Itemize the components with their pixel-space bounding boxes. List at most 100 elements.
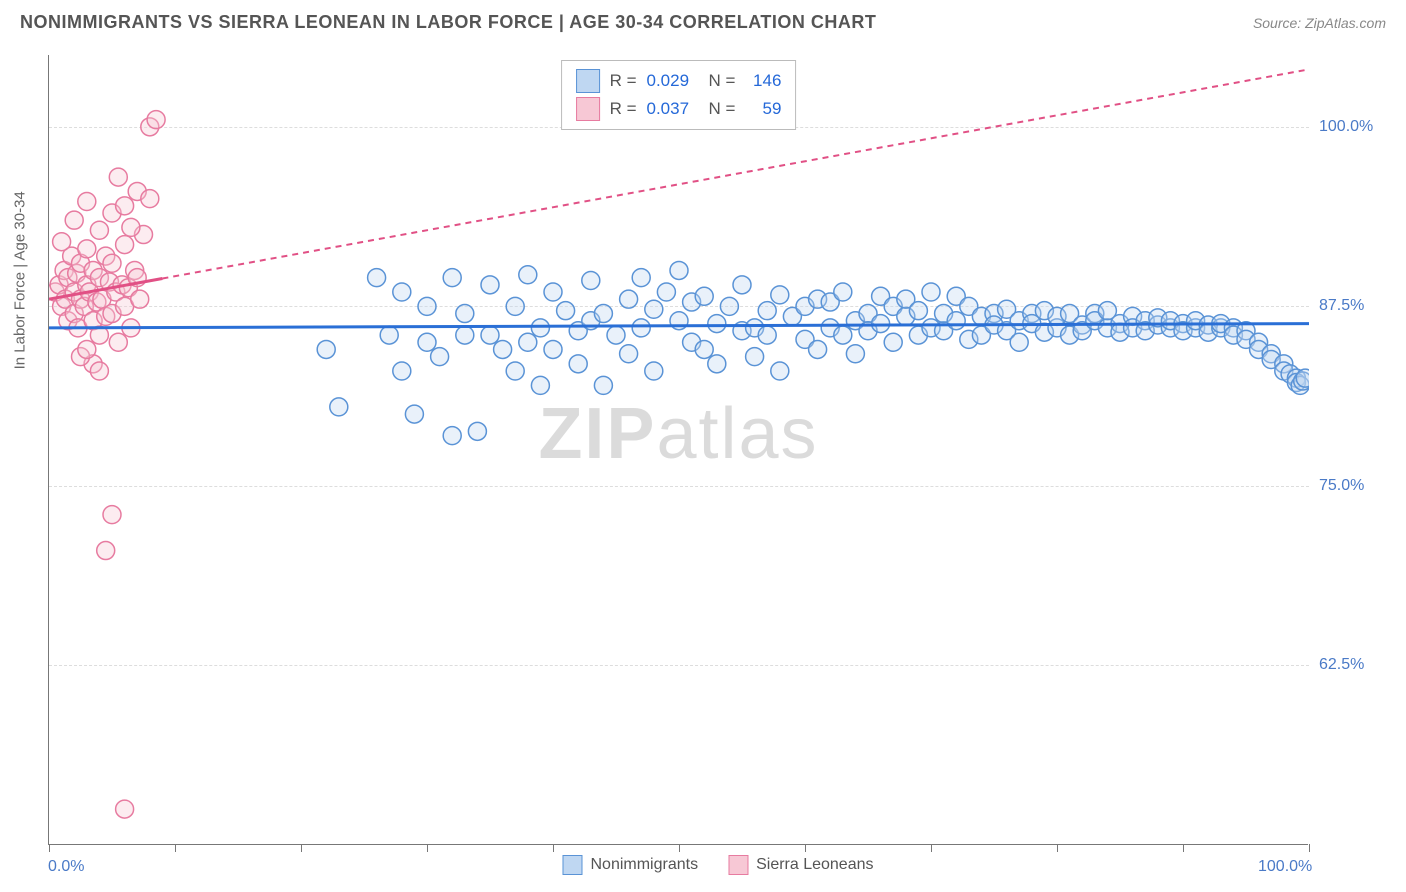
legend-label: Sierra Leoneans	[756, 856, 873, 874]
x-tick	[1183, 844, 1184, 852]
scatter-point	[443, 427, 461, 445]
scatter-point	[506, 297, 524, 315]
x-tick	[679, 844, 680, 852]
chart-svg	[49, 55, 1309, 845]
y-tick-label: 100.0%	[1319, 118, 1373, 136]
x-tick-label-end: 100.0%	[1258, 858, 1312, 876]
scatter-point	[456, 305, 474, 323]
stats-r-value: 0.037	[647, 99, 690, 119]
x-tick	[931, 844, 932, 852]
scatter-point	[569, 355, 587, 373]
x-tick	[805, 844, 806, 852]
x-tick	[553, 844, 554, 852]
stats-swatch	[576, 69, 600, 93]
scatter-point	[481, 326, 499, 344]
scatter-point	[506, 362, 524, 380]
stats-n-value: 59	[745, 99, 781, 119]
scatter-point	[90, 362, 108, 380]
scatter-point	[418, 333, 436, 351]
chart-container: ZIPatlas R = 0.029 N = 146R = 0.037 N = …	[48, 55, 1388, 845]
scatter-point	[834, 326, 852, 344]
scatter-point	[78, 240, 96, 258]
legend-swatch	[728, 855, 748, 875]
scatter-point	[131, 290, 149, 308]
scatter-point	[65, 211, 83, 229]
stats-r-value: 0.029	[647, 71, 690, 91]
scatter-point	[594, 305, 612, 323]
scatter-point	[720, 297, 738, 315]
scatter-point	[1010, 333, 1028, 351]
scatter-point	[494, 340, 512, 358]
scatter-point	[645, 362, 663, 380]
scatter-point	[103, 506, 121, 524]
scatter-point	[103, 254, 121, 272]
scatter-point	[519, 266, 537, 284]
scatter-point	[708, 355, 726, 373]
x-tick	[1057, 844, 1058, 852]
y-axis-label: In Labor Force | Age 30-34	[12, 191, 29, 369]
scatter-point	[645, 300, 663, 318]
scatter-point	[380, 326, 398, 344]
scatter-point	[141, 190, 159, 208]
stats-n-label: N =	[699, 71, 735, 91]
scatter-point	[531, 376, 549, 394]
y-tick-label: 62.5%	[1319, 656, 1364, 674]
scatter-point	[947, 312, 965, 330]
scatter-point	[607, 326, 625, 344]
scatter-point	[431, 348, 449, 366]
scatter-point	[758, 302, 776, 320]
scatter-point	[670, 261, 688, 279]
scatter-point	[122, 218, 140, 236]
scatter-point	[116, 197, 134, 215]
scatter-point	[733, 276, 751, 294]
scatter-point	[695, 287, 713, 305]
scatter-point	[758, 326, 776, 344]
scatter-point	[594, 376, 612, 394]
stats-r-label: R =	[610, 71, 637, 91]
scatter-point	[368, 269, 386, 287]
scatter-point	[809, 340, 827, 358]
scatter-point	[834, 283, 852, 301]
scatter-point	[884, 333, 902, 351]
scatter-point	[708, 315, 726, 333]
x-tick	[175, 844, 176, 852]
scatter-point	[746, 348, 764, 366]
scatter-point	[393, 283, 411, 301]
scatter-point	[695, 340, 713, 358]
y-tick-label: 87.5%	[1319, 297, 1364, 315]
scatter-point	[846, 345, 864, 363]
scatter-point	[116, 236, 134, 254]
scatter-point	[544, 283, 562, 301]
scatter-point	[90, 221, 108, 239]
scatter-point	[443, 269, 461, 287]
scatter-point	[531, 319, 549, 337]
scatter-point	[1296, 369, 1309, 387]
legend-item: Nonimmigrants	[562, 855, 698, 875]
stats-swatch	[576, 97, 600, 121]
stats-n-label: N =	[699, 99, 735, 119]
x-tick	[49, 844, 50, 852]
scatter-point	[109, 333, 127, 351]
scatter-point	[657, 283, 675, 301]
scatter-point	[582, 272, 600, 290]
series-legend: Nonimmigrants Sierra Leoneans	[562, 855, 873, 875]
plot-area: ZIPatlas R = 0.029 N = 146R = 0.037 N = …	[48, 55, 1308, 845]
x-tick	[427, 844, 428, 852]
stats-n-value: 146	[745, 71, 781, 91]
stats-row: R = 0.037 N = 59	[576, 95, 782, 123]
scatter-point	[544, 340, 562, 358]
legend-swatch	[562, 855, 582, 875]
scatter-point	[53, 233, 71, 251]
scatter-point	[78, 340, 96, 358]
scatter-point	[147, 111, 165, 129]
source-attribution: Source: ZipAtlas.com	[1253, 15, 1386, 31]
scatter-point	[330, 398, 348, 416]
scatter-point	[557, 302, 575, 320]
scatter-point	[620, 290, 638, 308]
x-tick	[301, 844, 302, 852]
scatter-point	[771, 286, 789, 304]
scatter-point	[116, 800, 134, 818]
page-title: NONIMMIGRANTS VS SIERRA LEONEAN IN LABOR…	[20, 12, 876, 33]
scatter-point	[78, 193, 96, 211]
scatter-point	[909, 302, 927, 320]
